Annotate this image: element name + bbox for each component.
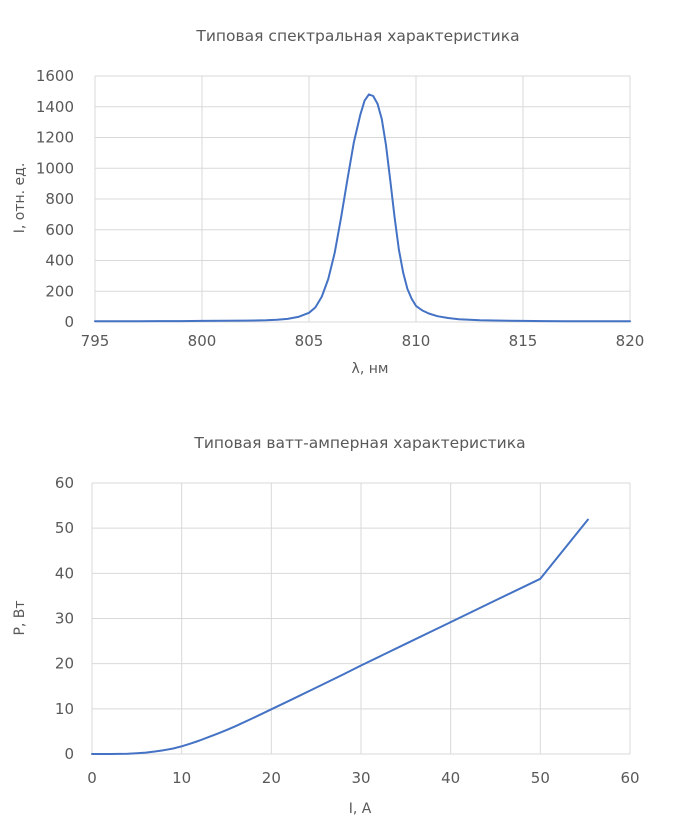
spectral-chart-y-tick-label: 1000	[36, 159, 74, 177]
power-current-chart-y-tick-label: 20	[55, 655, 74, 673]
spectral-chart-ylabel: I, отн. ед.	[12, 163, 28, 234]
spectral-chart-y-tick-label: 1600	[36, 67, 74, 85]
spectral-chart-gridlines	[94, 75, 631, 323]
power-current-chart: Типовая ватт-амперная характеристика I, …	[12, 434, 640, 817]
power-current-chart-x-tick-label: 10	[172, 769, 191, 787]
spectral-chart-y-tick-label: 200	[45, 282, 74, 300]
power-current-chart-y-tick-label: 40	[55, 564, 74, 582]
spectral-chart-y-tick-label: 1200	[36, 129, 74, 147]
power-current-chart-title: Типовая ватт-амперная характеристика	[193, 434, 525, 452]
power-current-chart-x-tick-label: 30	[351, 769, 370, 787]
spectral-chart-x-ticks: 795 800 805 810 815 820	[81, 332, 645, 350]
power-current-chart-y-ticks: 0 10 20 30 40 50 60	[55, 474, 74, 763]
power-current-chart-y-tick-label: 60	[55, 474, 74, 492]
spectral-chart-x-tick-label: 810	[402, 332, 431, 350]
power-current-chart-series	[91, 518, 589, 755]
spectral-chart-title: Типовая спектральная характеристика	[195, 27, 519, 45]
power-current-chart-ylabel: P, Вт	[12, 600, 28, 635]
power-current-chart-y-tick-label: 50	[55, 519, 74, 537]
spectral-chart-x-tick-label: 815	[509, 332, 538, 350]
spectral-chart-x-tick-label: 800	[188, 332, 217, 350]
spectral-chart-y-tick-label: 400	[45, 252, 74, 270]
power-current-chart-y-tick-label: 10	[55, 700, 74, 718]
power-current-chart-y-tick-label: 0	[64, 745, 74, 763]
power-current-chart-x-tick-label: 0	[87, 769, 97, 787]
spectral-chart-series-line	[94, 93, 631, 323]
power-current-chart-series-line	[91, 518, 589, 755]
power-current-chart-x-tick-label: 50	[531, 769, 550, 787]
spectral-chart: Типовая спектральная характеристика λ, н…	[12, 27, 644, 377]
power-current-chart-x-tick-label: 40	[441, 769, 460, 787]
spectral-chart-series	[94, 93, 631, 323]
power-current-chart-x-tick-label: 60	[620, 769, 639, 787]
spectral-chart-y-tick-label: 0	[64, 313, 74, 331]
power-current-chart-x-tick-label: 20	[262, 769, 281, 787]
spectral-chart-y-tick-label: 1400	[36, 98, 74, 116]
spectral-chart-y-ticks: 0 200 400 600 800 1000 1200 1400 1600	[36, 67, 74, 331]
power-current-chart-y-tick-label: 30	[55, 610, 74, 628]
power-current-chart-gridlines	[91, 482, 631, 755]
power-current-chart-xlabel: I, А	[349, 801, 372, 817]
spectral-chart-x-tick-label: 820	[616, 332, 645, 350]
spectral-chart-x-tick-label: 805	[295, 332, 324, 350]
spectral-chart-y-tick-label: 800	[45, 190, 74, 208]
power-current-chart-x-ticks: 0 10 20 30 40 50 60	[87, 769, 639, 787]
spectral-chart-x-tick-label: 795	[81, 332, 110, 350]
spectral-chart-y-tick-label: 600	[45, 221, 74, 239]
spectral-chart-xlabel: λ, нм	[352, 361, 389, 377]
